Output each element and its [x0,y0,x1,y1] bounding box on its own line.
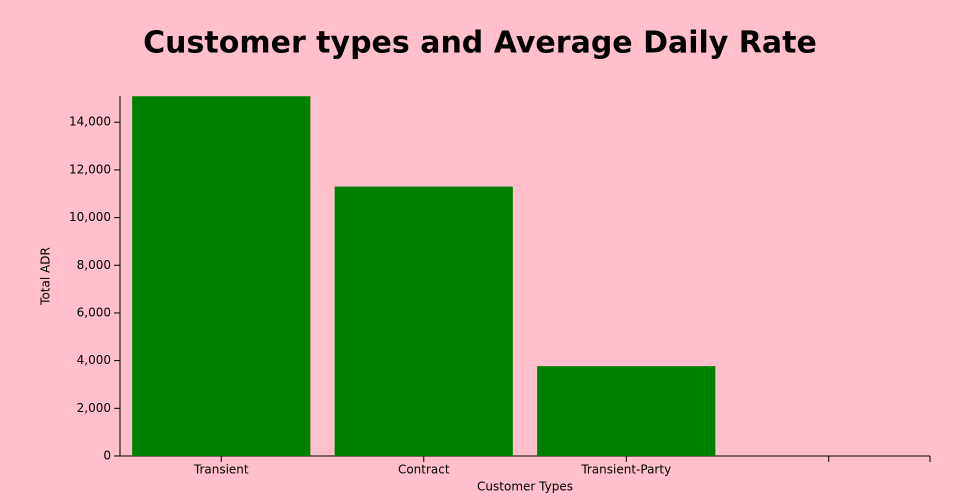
bar [334,186,513,457]
x-tick-label: Contract [398,463,450,477]
x-tick-label: Transient-Party [580,463,671,477]
y-tick-label: 10,000 [69,210,111,224]
y-axis-label: Total ADR [39,247,53,306]
y-tick-label: 4,000 [77,353,111,367]
y-tick-label: 0 [103,449,111,463]
y-tick-label: 12,000 [69,162,111,176]
y-tick-label: 6,000 [77,305,111,319]
y-tick-label: 8,000 [77,258,111,272]
y-tick-label: 14,000 [69,115,111,129]
y-tick-label: 2,000 [77,401,111,415]
chart-title: Customer types and Average Daily Rate [143,26,817,61]
x-axis-label: Customer Types [477,480,573,494]
bar [132,96,311,457]
bar [537,366,716,456]
x-tick-label: Transient [193,463,249,477]
